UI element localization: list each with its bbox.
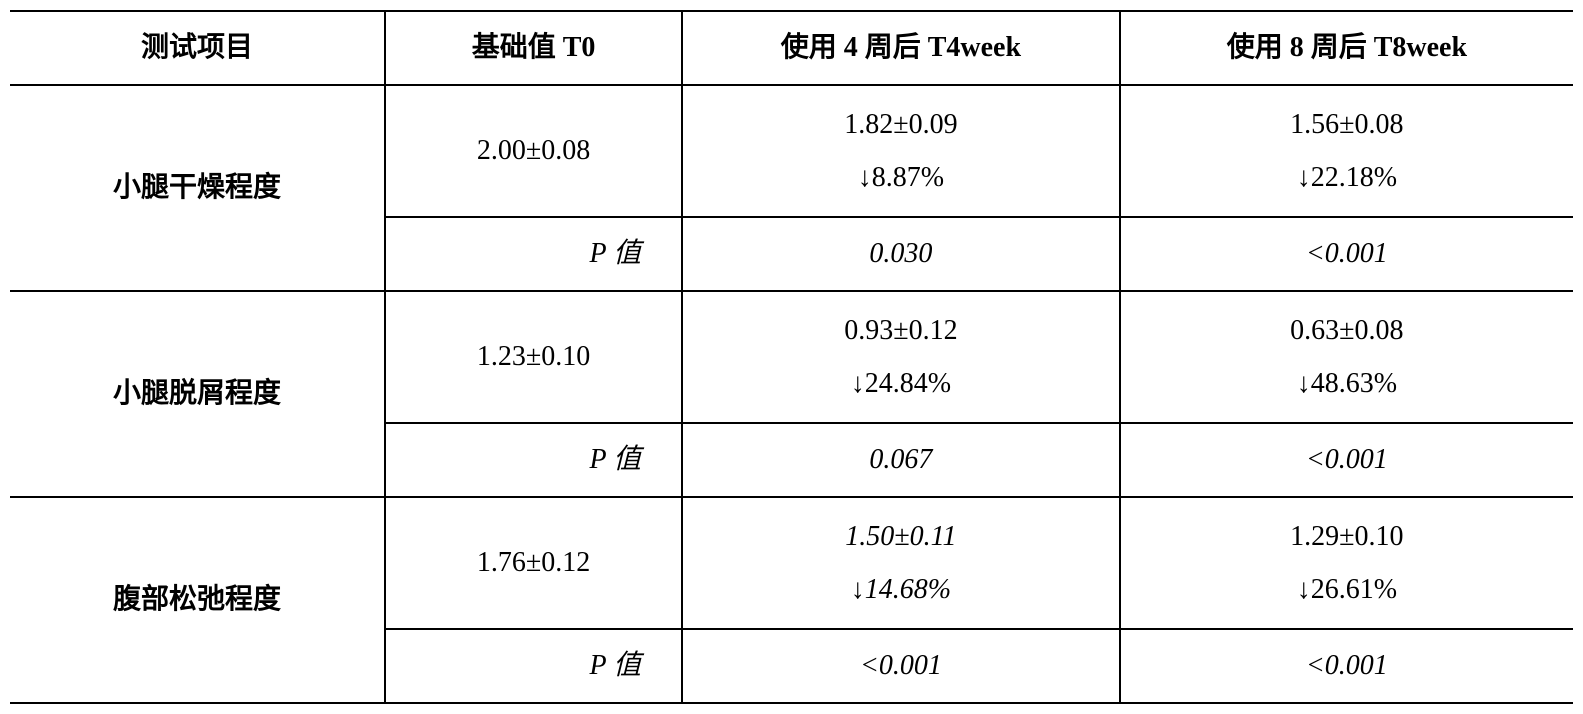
t4-value-cell: 1.82±0.09 ↓8.87% (682, 85, 1120, 217)
test-item-label: 腹部松弛程度 (10, 497, 385, 703)
column-header-baseline: 基础值 T0 (385, 11, 682, 85)
t8-value-cell: 0.63±0.08 ↓48.63% (1120, 291, 1573, 423)
pvalue-t4: 0.067 (682, 423, 1120, 497)
t4-value: 1.82±0.09 (844, 109, 957, 140)
baseline-value: 1.76±0.12 (385, 497, 682, 629)
t4-change: ↓14.68% (851, 574, 951, 605)
column-header-t8: 使用 8 周后 T8week (1120, 11, 1573, 85)
results-table: 测试项目 基础值 T0 使用 4 周后 T4week 使用 8 周后 T8wee… (10, 10, 1573, 704)
pvalue-t8: <0.001 (1120, 629, 1573, 703)
t8-value: 1.29±0.10 (1290, 521, 1403, 552)
t4-value-cell: 1.50±0.11 ↓14.68% (682, 497, 1120, 629)
table-row: 小腿干燥程度 2.00±0.08 1.82±0.09 ↓8.87% 1.56±0… (10, 85, 1573, 217)
t8-value-cell: 1.56±0.08 ↓22.18% (1120, 85, 1573, 217)
t8-change: ↓22.18% (1297, 162, 1397, 193)
pvalue-t4: 0.030 (682, 217, 1120, 291)
t4-value: 1.50±0.11 (845, 521, 956, 552)
t8-value: 0.63±0.08 (1290, 315, 1403, 346)
t8-value: 1.56±0.08 (1290, 109, 1403, 140)
t8-value-cell: 1.29±0.10 ↓26.61% (1120, 497, 1573, 629)
test-item-label: 小腿脱屑程度 (10, 291, 385, 497)
table-row: 腹部松弛程度 1.76±0.12 1.50±0.11 ↓14.68% 1.29±… (10, 497, 1573, 629)
pvalue-t4: <0.001 (682, 629, 1120, 703)
test-item-label: 小腿干燥程度 (10, 85, 385, 291)
t4-value: 0.93±0.12 (844, 315, 957, 346)
t4-value-cell: 0.93±0.12 ↓24.84% (682, 291, 1120, 423)
t8-change: ↓26.61% (1297, 574, 1397, 605)
baseline-value: 1.23±0.10 (385, 291, 682, 423)
pvalue-label: P 值 (385, 217, 682, 291)
t4-change: ↓24.84% (851, 368, 951, 399)
pvalue-label: P 值 (385, 423, 682, 497)
t4-change: ↓8.87% (858, 162, 944, 193)
column-header-t4: 使用 4 周后 T4week (682, 11, 1120, 85)
table-header-row: 测试项目 基础值 T0 使用 4 周后 T4week 使用 8 周后 T8wee… (10, 11, 1573, 85)
pvalue-t8: <0.001 (1120, 217, 1573, 291)
baseline-value: 2.00±0.08 (385, 85, 682, 217)
t8-change: ↓48.63% (1297, 368, 1397, 399)
pvalue-t8: <0.001 (1120, 423, 1573, 497)
pvalue-label: P 值 (385, 629, 682, 703)
column-header-test-item: 测试项目 (10, 11, 385, 85)
table-row: 小腿脱屑程度 1.23±0.10 0.93±0.12 ↓24.84% 0.63±… (10, 291, 1573, 423)
